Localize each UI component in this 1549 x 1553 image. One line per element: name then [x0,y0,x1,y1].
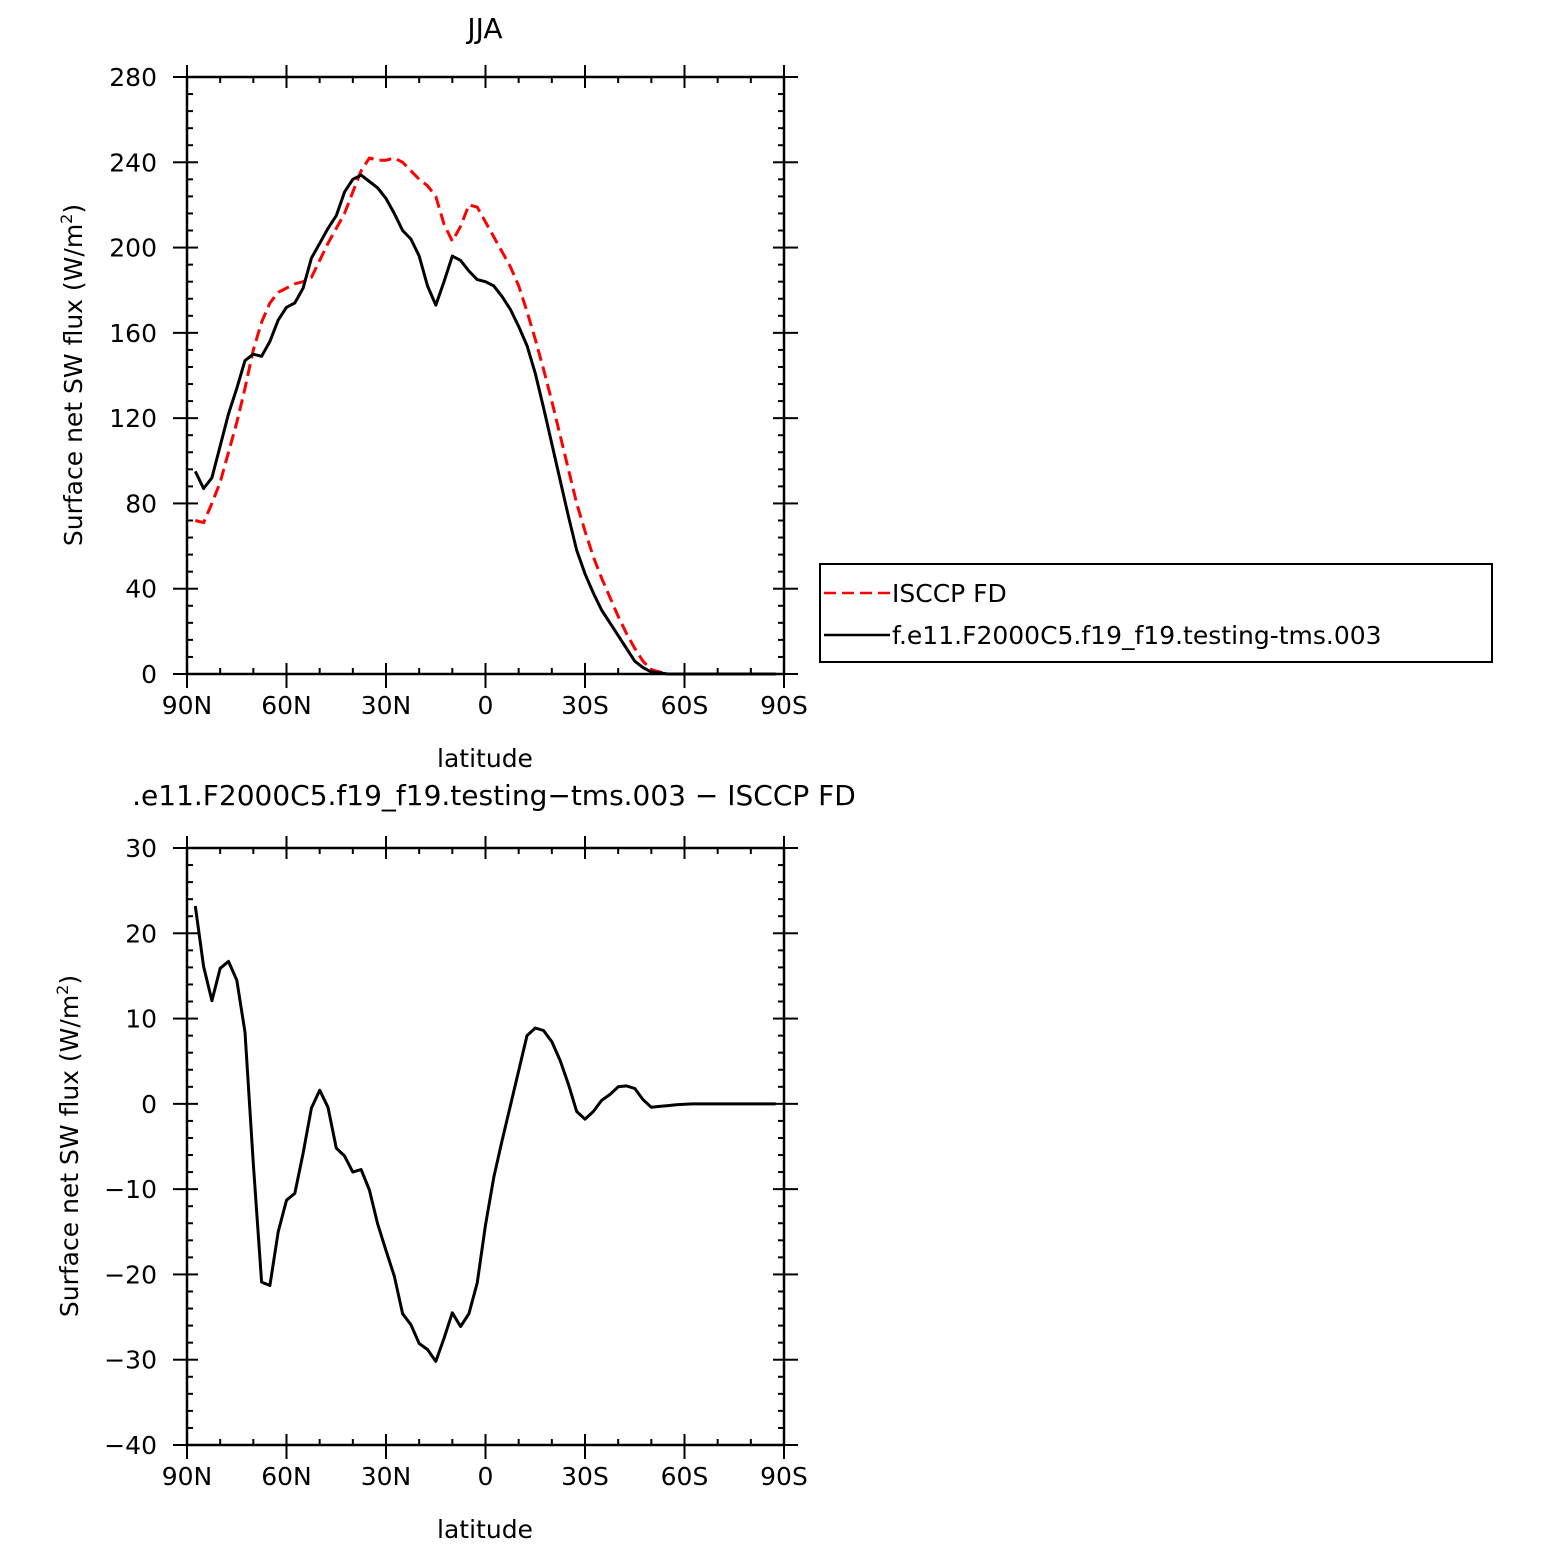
legend-box [819,563,1493,663]
top-y-axis-title: Surface net SW flux (W/m2) [57,204,88,546]
top-y-tick-label: 160 [109,319,157,348]
top-chart: JJA 90N 60N 30N 0 30S 60S 90S 0 40 80 120 160 200 240… [57,12,808,773]
bottom-x-tick-label: 90N [162,1462,213,1491]
bottom-x-axis-title: latitude [437,1515,533,1544]
top-x-tick-label: 0 [478,691,494,720]
bottom-y-tick-label: 10 [125,1005,157,1034]
bottom-plot-frame [185,846,786,1447]
legend-label-model: f.e11.F2000C5.f19_f19.testing-tms.003 [892,621,1382,650]
bottom-chart-series [193,905,776,1363]
top-x-tick-label: 30N [361,691,412,720]
bottom-x-tick-label: 0 [478,1462,494,1491]
bottom-y-axis-title: Surface net SW flux (W/m2) [53,975,84,1317]
bottom-y-tick-label: −10 [104,1175,157,1204]
bottom-y-tick-label: −30 [104,1346,157,1375]
top-y-tick-label: 0 [141,660,157,689]
bottom-y-tick-label: 30 [125,834,157,863]
bottom-x-tick-label: 90S [760,1462,808,1491]
top-y-tick-label: 80 [125,489,157,518]
top-chart-title: JJA [465,12,502,45]
top-y-tick-label: 240 [109,148,157,177]
bottom-y-tick-label: 20 [125,919,157,948]
bottom-x-tick-label: 30N [361,1462,412,1491]
top-x-tick-label: 60N [261,691,312,720]
top-y-tick-label: 40 [125,575,157,604]
top-series-line-0 [194,156,776,676]
legend: ISCCP FD f.e11.F2000C5.f19_f19.testing-t… [819,563,1493,663]
bottom-x-tick-label: 30S [561,1462,609,1491]
top-x-tick-label: 60S [661,691,709,720]
bottom-y-tick-label: 0 [141,1090,157,1119]
bottom-x-tick-label: 60N [261,1462,312,1491]
bottom-chart-ticks: 90N 60N 30N 0 30S 60S 90S −40 −30 −20 −10 0 10 20 30 [104,834,808,1491]
bottom-chart: .e11.F2000C5.f19_f19.testing−tms.003 − I… [53,779,856,1544]
top-chart-ticks: 90N 60N 30N 0 30S 60S 90S 0 40 80 120 160 200 240 280 [109,63,808,720]
top-series-line-1 [193,173,776,676]
bottom-y-tick-label: −40 [104,1431,157,1460]
top-y-tick-label: 280 [109,63,157,92]
bottom-x-tick-label: 60S [661,1462,709,1491]
top-plot-frame [185,75,786,676]
legend-label-isccp: ISCCP FD [892,579,1007,608]
top-x-tick-label: 90N [162,691,213,720]
top-y-tick-label: 200 [109,234,157,263]
top-chart-series [193,156,776,676]
top-x-tick-label: 30S [561,691,609,720]
bottom-chart-title: .e11.F2000C5.f19_f19.testing−tms.003 − I… [132,779,856,812]
bottom-series-line-0 [193,905,776,1363]
bottom-y-tick-label: −20 [104,1260,157,1289]
top-x-axis-title: latitude [437,744,533,773]
top-x-tick-label: 90S [760,691,808,720]
top-y-tick-label: 120 [109,404,157,433]
